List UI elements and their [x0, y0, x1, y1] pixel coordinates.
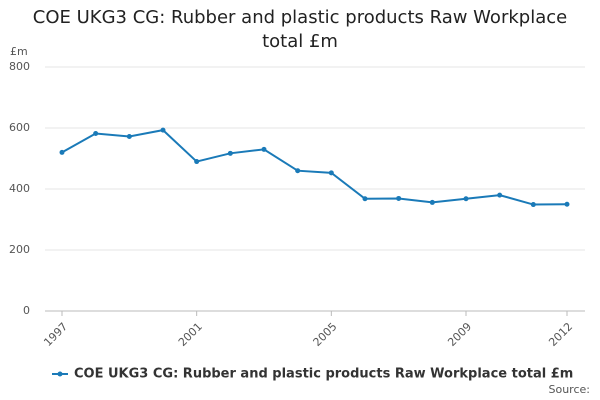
- point: [497, 192, 503, 198]
- series-line: [61, 129, 568, 206]
- y-tick-label: 600: [9, 121, 30, 134]
- x-tick-label: 2005: [311, 320, 340, 349]
- point: [126, 134, 132, 140]
- point: [328, 170, 334, 176]
- point: [93, 130, 99, 136]
- legend-label: COE UKG3 CG: Rubber and plastic products…: [74, 367, 573, 382]
- point: [362, 196, 368, 202]
- point: [59, 149, 65, 155]
- y-tick-label: 400: [9, 182, 30, 195]
- y-unit-label: £m: [10, 45, 28, 58]
- x-tick-label: 2001: [176, 320, 205, 349]
- x-tick-label: 2012: [546, 320, 575, 349]
- point: [564, 201, 570, 207]
- point: [194, 159, 200, 165]
- point: [261, 146, 267, 152]
- point: [530, 202, 536, 208]
- y-tick-label: 800: [9, 60, 30, 73]
- x-tick-label: 1997: [41, 320, 70, 349]
- x-tick-label: 2009: [445, 320, 474, 349]
- point: [295, 168, 301, 174]
- point: [429, 199, 435, 205]
- point: [160, 127, 166, 133]
- point: [227, 150, 233, 156]
- y-tick-label: 0: [23, 304, 30, 317]
- y-tick-label: 200: [9, 243, 30, 256]
- point: [463, 196, 469, 202]
- chart-title: COE UKG3 CG: Rubber and plastic products…: [32, 7, 568, 52]
- source-label: Source:: [549, 383, 591, 396]
- legend-marker: [57, 371, 63, 377]
- point: [396, 195, 402, 201]
